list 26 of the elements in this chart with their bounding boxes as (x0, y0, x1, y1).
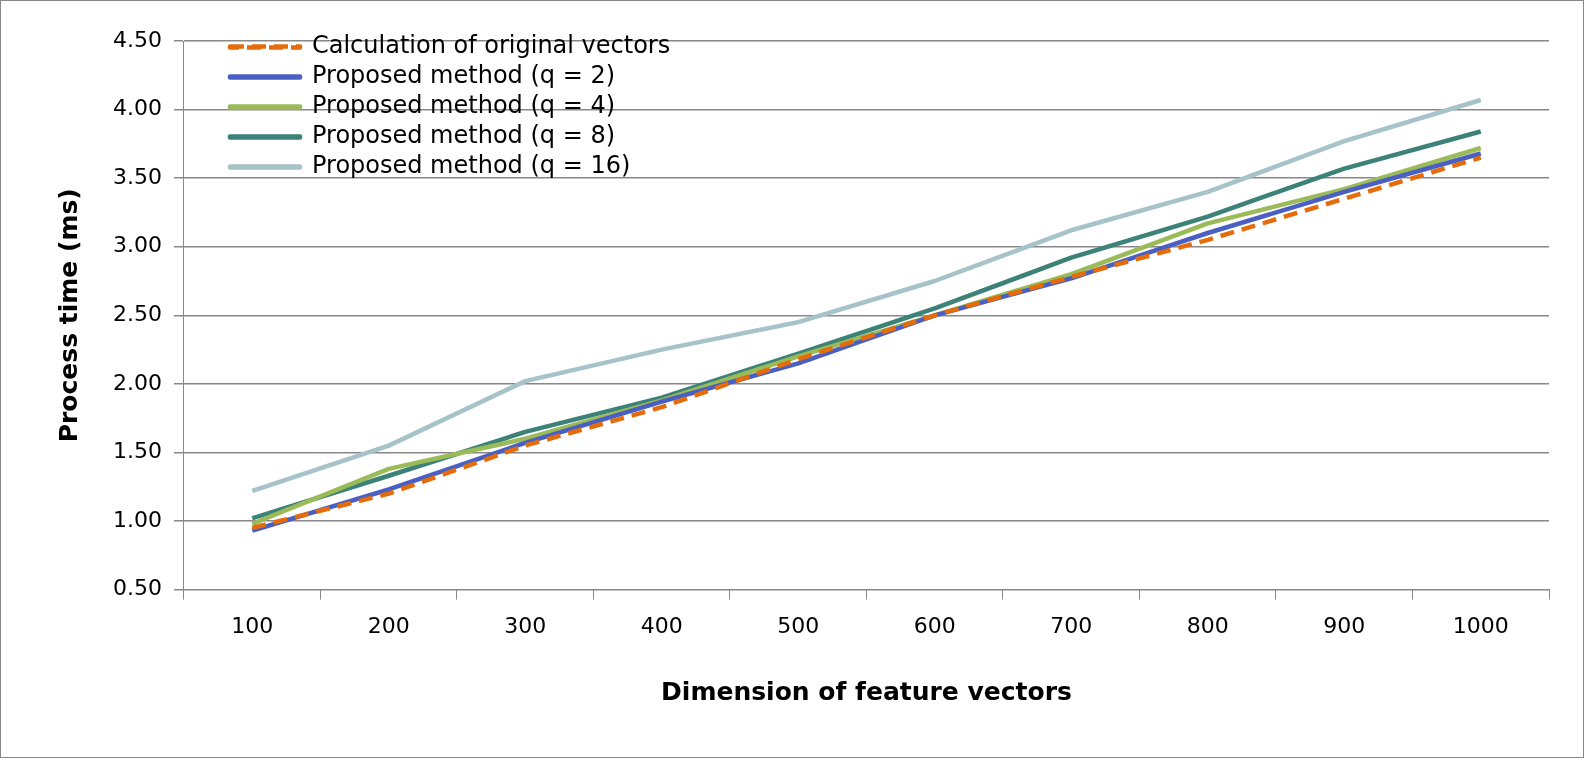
x-tick-label: 700 (1050, 612, 1093, 638)
x-tick-label: 600 (913, 612, 956, 638)
y-tick-label: 1.50 (113, 438, 162, 464)
x-axis-title: Dimension of feature vectors (661, 676, 1072, 706)
y-tick-label: 3.00 (113, 232, 162, 258)
legend-label: Proposed method (q = 4) (311, 91, 616, 120)
y-tick-label: 3.50 (113, 163, 162, 189)
legend-label: Proposed method (q = 8) (311, 121, 616, 150)
y-tick-label: 0.50 (113, 575, 162, 601)
y-tick-label: 1.00 (113, 506, 162, 532)
x-tick-label: 100 (231, 612, 274, 638)
x-tick-label: 300 (504, 612, 547, 638)
y-tick-label: 4.50 (113, 26, 162, 52)
y-tick-label: 2.50 (113, 301, 162, 327)
legend-label: Calculation of original vectors (311, 31, 671, 60)
legend-label: Proposed method (q = 2) (311, 61, 616, 90)
x-tick-label: 500 (777, 612, 820, 638)
x-tick-label: 1000 (1452, 612, 1509, 638)
y-tick-label: 2.00 (113, 369, 162, 395)
y-tick-label: 4.00 (113, 95, 162, 121)
x-tick-label: 900 (1323, 612, 1366, 638)
x-tick-label: 200 (367, 612, 410, 638)
y-axis-title: Process time (ms) (53, 188, 83, 443)
x-tick-label: 400 (640, 612, 683, 638)
legend-label: Proposed method (q = 16) (311, 151, 631, 180)
x-tick-label: 800 (1186, 612, 1229, 638)
